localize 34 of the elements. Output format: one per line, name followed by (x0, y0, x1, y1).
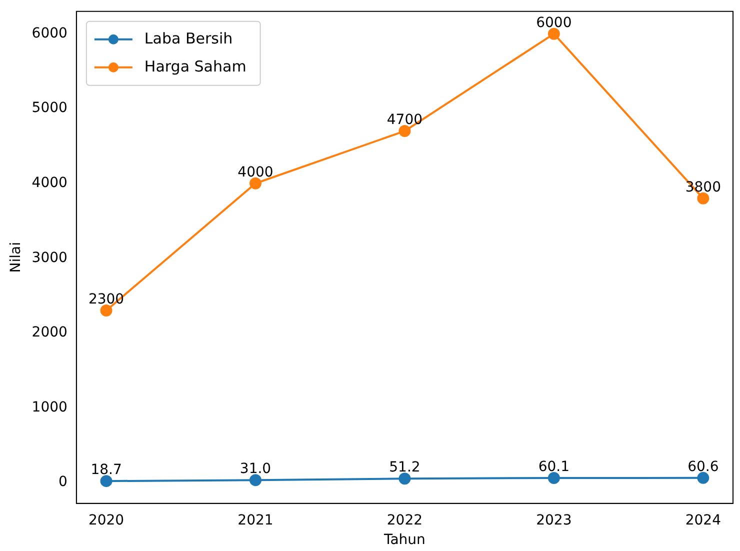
data-label: 51.2 (389, 460, 420, 476)
x-tick-label: 2024 (685, 512, 722, 528)
data-label: 31.0 (240, 461, 272, 478)
y-tick-label: 3000 (32, 250, 68, 266)
point (697, 192, 710, 204)
point (398, 125, 411, 138)
data-label: 60.1 (538, 458, 570, 475)
y-tick-label: 0 (58, 474, 68, 490)
point (548, 28, 560, 40)
data-label: 60.6 (688, 458, 719, 475)
point (249, 474, 262, 486)
legend-label: Laba Bersih (144, 29, 233, 48)
y-tick-label: 2000 (32, 324, 68, 341)
x-tick-label: 2020 (88, 512, 124, 528)
data-label: 4000 (238, 164, 274, 180)
data-label: 4700 (386, 112, 423, 128)
y-tick-label: 6000 (32, 25, 68, 42)
legend-label: Harga Saham (144, 57, 246, 76)
point (548, 472, 560, 484)
x-axis-title: Tahun (382, 532, 426, 548)
x-tick-label: 2022 (386, 512, 423, 528)
point (100, 304, 112, 316)
data-label: 6000 (536, 14, 572, 31)
y-tick-label: 5000 (32, 100, 68, 116)
y-tick-label: 1000 (32, 399, 68, 416)
y-axis-title: Nilai (8, 242, 24, 273)
point (100, 475, 112, 488)
x-tick-label: 2023 (536, 512, 572, 528)
y-tick-label: 4000 (32, 175, 68, 192)
point (249, 177, 262, 190)
data-label: 18.7 (90, 462, 122, 478)
x-tick-label: 2021 (238, 512, 274, 528)
point (398, 472, 411, 485)
point (697, 472, 710, 484)
